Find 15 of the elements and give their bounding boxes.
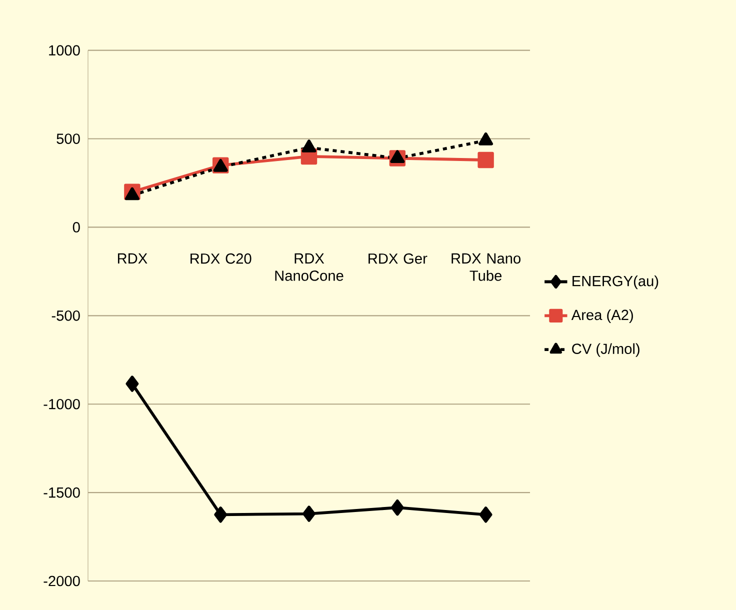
y-tick-label: -2000 — [44, 576, 80, 586]
x-tick-label: RDX NanoCone — [275, 253, 344, 281]
legend-label: ENERGY(au) — [572, 275, 658, 290]
x-tick-label: RDX C20 — [190, 253, 252, 264]
y-tick-label: 1000 — [49, 45, 80, 56]
y-tick-label: -500 — [52, 310, 80, 321]
y-tick-label: 0 — [72, 222, 80, 232]
legend-label: CV (J/mol) — [572, 343, 640, 357]
y-tick-label: -1500 — [44, 487, 80, 498]
y-tick-label: -1000 — [44, 398, 80, 410]
x-tick-label: RDX Nano Tube — [452, 253, 520, 281]
y-tick-label: 500 — [56, 134, 80, 144]
x-tick-label: RDX Ger — [368, 253, 428, 264]
legend-label: Area (A2) — [571, 309, 633, 323]
x-tick-label: RDX — [118, 253, 148, 264]
